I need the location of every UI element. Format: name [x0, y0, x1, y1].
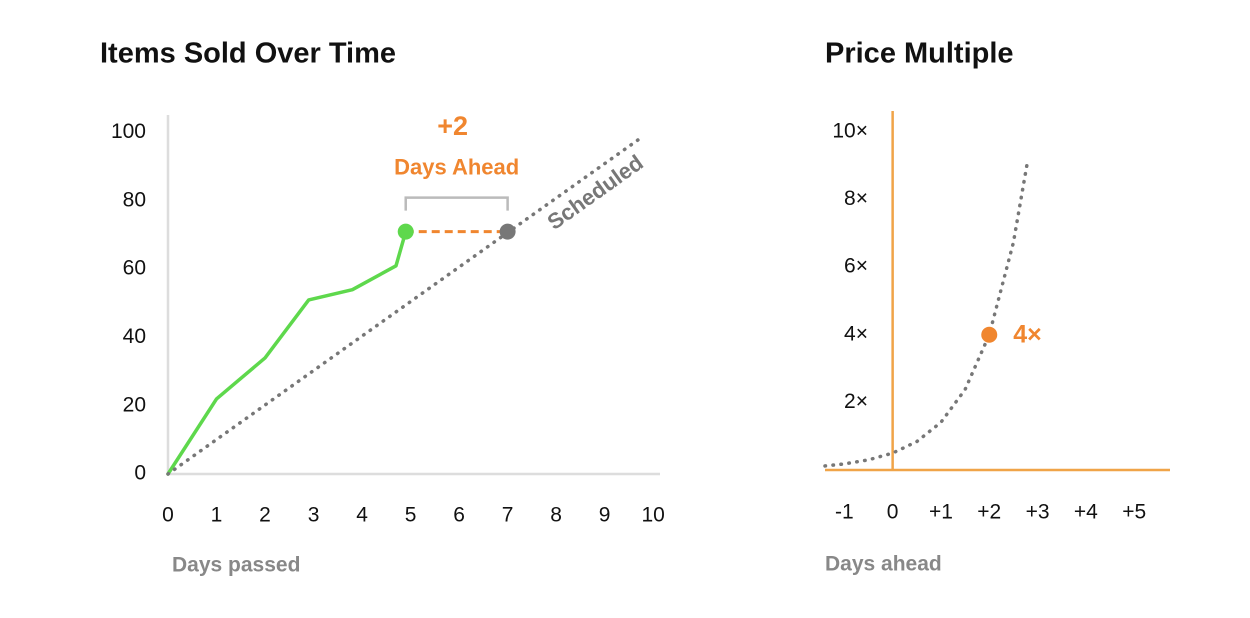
point-marker: [499, 223, 516, 240]
y-tick-label: 0: [134, 462, 146, 485]
y-tick-label: 10×: [832, 119, 868, 142]
y-tick-label: 100: [111, 120, 146, 143]
y-tick-label: 20: [123, 393, 146, 416]
x-tick-label: 10: [641, 504, 664, 527]
annotation-title: +2: [437, 111, 468, 141]
point-label: 4×: [1013, 320, 1042, 348]
x-tick-label: +2: [977, 501, 1001, 524]
x-tick-label: 3: [308, 504, 320, 527]
y-tick-label: 40: [123, 325, 146, 348]
y-tick-label: 80: [123, 188, 146, 211]
x-tick-label: 0: [162, 504, 174, 527]
x-tick-label: 1: [211, 504, 223, 527]
x-tick-label: 9: [599, 504, 611, 527]
bracket: [404, 196, 509, 211]
chart-title: Price Multiple: [825, 38, 1014, 70]
x-tick-label: +5: [1122, 501, 1146, 524]
x-axis-label: Days ahead: [825, 553, 942, 576]
y-tick-label: 60: [123, 257, 146, 280]
x-tick-label: 0: [887, 501, 899, 524]
x-tick-label: 5: [405, 504, 417, 527]
series-label: Scheduled: [543, 150, 648, 235]
x-tick-label: 8: [550, 504, 562, 527]
y-tick-label: 6×: [844, 255, 868, 278]
x-tick-label: 2: [259, 504, 271, 527]
x-tick-label: -1: [835, 501, 854, 524]
y-tick-label: 4×: [844, 322, 868, 345]
x-tick-label: +3: [1026, 501, 1050, 524]
annotation-text: Days Ahead: [394, 154, 519, 179]
chart-title: Items Sold Over Time: [100, 38, 396, 70]
x-tick-label: 7: [502, 504, 514, 527]
x-tick-label: +4: [1074, 501, 1098, 524]
series-line: [166, 229, 408, 476]
series-line: [823, 157, 1030, 468]
y-tick-label: 2×: [844, 390, 868, 413]
x-tick-label: 6: [453, 504, 465, 527]
x-axis-label: Days passed: [172, 554, 300, 577]
x-tick-label: 4: [356, 504, 368, 527]
series-line: [166, 137, 641, 476]
y-tick-label: 8×: [844, 187, 868, 210]
point-marker: [397, 223, 414, 240]
point-marker: [981, 326, 998, 343]
x-tick-label: +1: [929, 501, 953, 524]
